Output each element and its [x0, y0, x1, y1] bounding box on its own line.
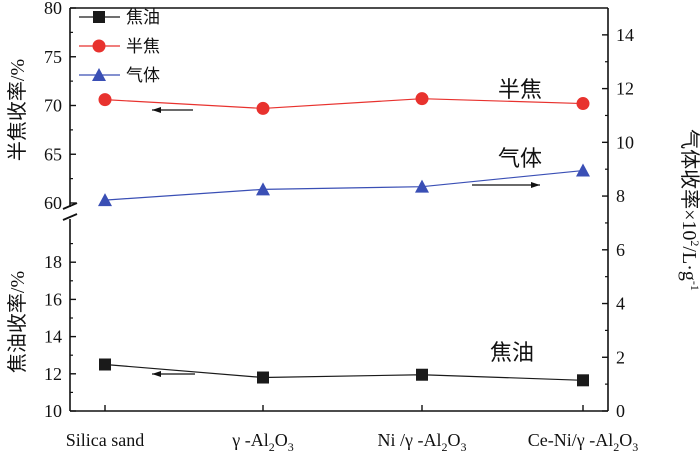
right-tick-label: 4 [616, 294, 625, 314]
arrow-left-upper-head [152, 107, 161, 113]
series-annotation: 半焦 [498, 77, 542, 102]
plot-frame: 60 65 70 75 80 10 12 14 16 18 0 2 4 6 8 10 12 14 Silica sa… [44, 0, 638, 454]
x-tick-label: Ni /γ -Al2O3 [378, 430, 467, 454]
x-tick-label: Silica sand [66, 430, 145, 450]
series-line-circle [104, 98, 584, 110]
legend-marker-triangle [92, 68, 106, 81]
right-tick-label: 14 [616, 25, 634, 45]
data-point-circle [256, 101, 270, 115]
data-point-circle [415, 92, 429, 106]
right-tick-label: 0 [616, 401, 625, 421]
left-upper-tick-label: 75 [44, 47, 62, 67]
data-point-square [577, 374, 589, 387]
left-lower-tick-label: 10 [44, 401, 62, 421]
series-line-triangle [104, 169, 584, 201]
right-tick-label: 6 [616, 240, 625, 260]
data-point-circle [98, 93, 112, 107]
left-upper-tick-label: 70 [44, 96, 62, 116]
right-axis-title: 气体收率×102/L·g-1 [678, 129, 700, 291]
legend-marker-circle [92, 39, 106, 53]
legend-marker-square [93, 11, 105, 23]
left-lower-tick-label: 14 [44, 327, 62, 347]
x-tick-label: γ -Al2O3 [231, 430, 293, 454]
data-point-circle [576, 97, 590, 111]
left-upper-tick-label: 65 [44, 144, 62, 164]
legend-label: 气体 [126, 66, 160, 85]
left-lower-tick-label: 18 [44, 252, 62, 272]
data-point-square [257, 371, 269, 384]
axis-labels: 半焦收率/% 焦油收率/% 气体收率×102/L·g-1 [6, 59, 700, 373]
left-upper-axis-title: 半焦收率/% [6, 59, 29, 161]
left-lower-tick-label: 16 [44, 289, 62, 309]
arrow-right-head [531, 182, 540, 188]
left-lower-tick-label: 12 [44, 364, 62, 384]
left-upper-tick-label: 60 [44, 193, 62, 213]
data-point-triangle [256, 182, 270, 196]
right-tick-label: 2 [616, 347, 625, 367]
x-tick-label: Ce-Ni/γ -Al2O3 [528, 430, 638, 454]
series-layer [98, 92, 590, 387]
data-point-triangle [576, 163, 590, 177]
axis-break-mark [62, 213, 78, 221]
series-annotation: 焦油 [490, 340, 534, 365]
left-upper-tick-label: 80 [44, 0, 62, 18]
data-point-square [99, 358, 111, 371]
arrow-left-lower-head [152, 371, 161, 377]
data-point-triangle [98, 193, 112, 207]
data-point-square [416, 368, 428, 381]
series-line-square [104, 363, 584, 381]
series-annotation: 气体 [498, 146, 542, 171]
legend-label: 半焦 [126, 37, 160, 56]
legend-label: 焦油 [126, 8, 160, 27]
axis-break-mark [62, 202, 78, 210]
right-tick-label: 10 [616, 132, 634, 152]
data-point-triangle [415, 179, 429, 193]
left-lower-axis-title: 焦油收率/% [6, 271, 29, 373]
right-tick-label: 8 [616, 186, 625, 206]
right-tick-label: 12 [616, 79, 634, 99]
